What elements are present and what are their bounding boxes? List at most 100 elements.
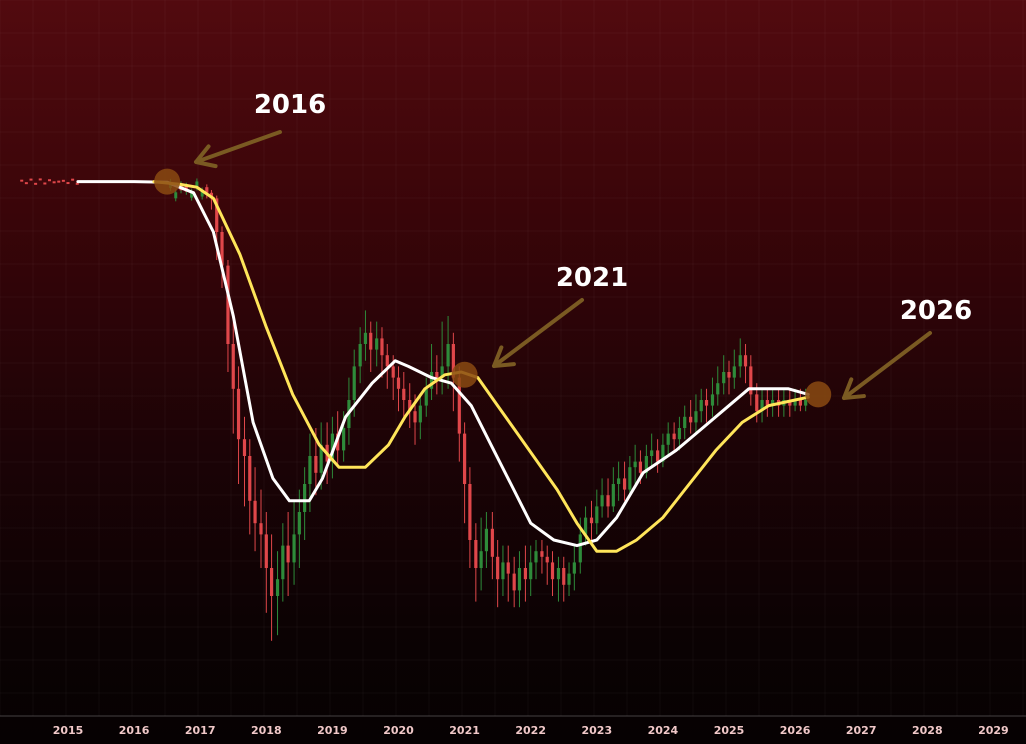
candle [451,344,455,378]
candle [517,568,522,591]
candle [418,405,422,423]
candle [650,450,654,456]
candle [429,372,434,389]
x-tick-label: 2016 [119,724,150,737]
candle [501,562,505,580]
candle [314,456,318,473]
candle [413,411,417,423]
candle [200,190,204,197]
candle [424,388,428,406]
annotation-label: 2026 [900,296,972,326]
candle [205,187,209,193]
candle [380,338,384,356]
candle [727,372,731,378]
candlesticks [20,178,808,641]
x-tick-label: 2021 [449,724,480,737]
candle [606,495,610,507]
moving-average-lines [76,180,810,553]
pointer-arrow [492,298,584,368]
candle [479,551,483,568]
candle [292,534,296,563]
candle [550,562,555,580]
candle [435,372,439,378]
candle [24,182,28,185]
candle [540,551,544,557]
candle [286,545,290,563]
candle [402,388,406,400]
candle [303,484,307,512]
candle [595,506,599,524]
candle [57,180,61,183]
candle [578,534,582,563]
candle [661,444,665,462]
x-tick-label: 2024 [648,724,679,737]
candle [440,366,444,378]
candle [463,433,467,484]
pointer-arrow [842,331,932,400]
candle [506,562,510,574]
candle [749,366,753,395]
candle [220,232,224,266]
candle [490,528,494,557]
candle [319,444,323,473]
candle [358,344,362,367]
candle [468,484,472,540]
candle [704,400,709,406]
candle [755,394,759,412]
candle [29,178,33,181]
candle [259,523,263,535]
candle [760,400,764,412]
candle [375,338,379,350]
candle [716,383,720,395]
candle [656,450,660,462]
candle [281,545,285,580]
candle [496,556,500,580]
arrow-head [842,377,866,400]
candle [512,573,516,591]
candle [567,573,571,585]
candle [275,579,280,596]
candle [743,355,748,367]
candle [297,512,301,535]
candle [644,456,648,473]
candle [231,344,235,389]
candle [264,534,268,568]
candle [562,568,566,585]
candle [484,528,489,552]
candle [699,400,703,412]
candle [61,179,65,182]
candle [732,366,736,378]
arrow-head [194,144,218,169]
candle [633,461,637,468]
annotation-label: 2016 [254,90,326,120]
x-tick-label: 2028 [912,724,943,737]
candle [75,182,79,185]
candle [369,332,373,350]
candle [798,400,802,406]
target-marker [805,381,832,408]
candle [43,182,47,185]
target-marker [154,168,181,195]
candle [666,433,670,445]
candle [793,400,797,406]
candle [308,456,312,484]
candle [765,400,769,406]
target-marker [451,361,478,388]
candle [391,366,395,378]
candle [342,428,346,451]
grid-lines [0,0,1026,716]
x-tick-label: 2020 [383,724,414,737]
candle [572,562,576,574]
x-tick-label: 2015 [53,724,84,737]
candle [672,433,676,440]
candle [529,562,533,580]
x-tick-label: 2027 [846,724,877,737]
candle [408,400,412,412]
x-tick-label: 2025 [714,724,745,737]
candle [628,467,632,490]
x-tick-label: 2019 [317,724,348,737]
candle [226,265,230,344]
annotation-label: 2021 [556,263,628,293]
candle [71,178,75,181]
candle [523,568,528,580]
